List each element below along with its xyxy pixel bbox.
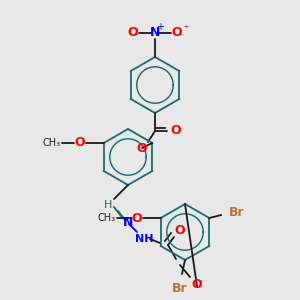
Text: O: O xyxy=(171,124,181,137)
Text: Br: Br xyxy=(228,206,244,220)
Text: O: O xyxy=(128,26,138,40)
Text: -: - xyxy=(184,20,188,34)
Text: H: H xyxy=(104,200,112,210)
Text: CH₃: CH₃ xyxy=(43,138,61,148)
Text: O: O xyxy=(192,278,202,290)
Text: O: O xyxy=(74,136,85,149)
Text: N: N xyxy=(123,217,133,230)
Text: CH₃: CH₃ xyxy=(98,213,116,223)
Text: Br: Br xyxy=(172,281,188,295)
Text: +: + xyxy=(156,22,164,32)
Text: N: N xyxy=(150,26,160,40)
Text: NH: NH xyxy=(135,234,153,244)
Text: O: O xyxy=(137,142,147,154)
Text: O: O xyxy=(172,26,182,40)
Text: O: O xyxy=(175,224,185,238)
Text: O: O xyxy=(131,212,142,224)
